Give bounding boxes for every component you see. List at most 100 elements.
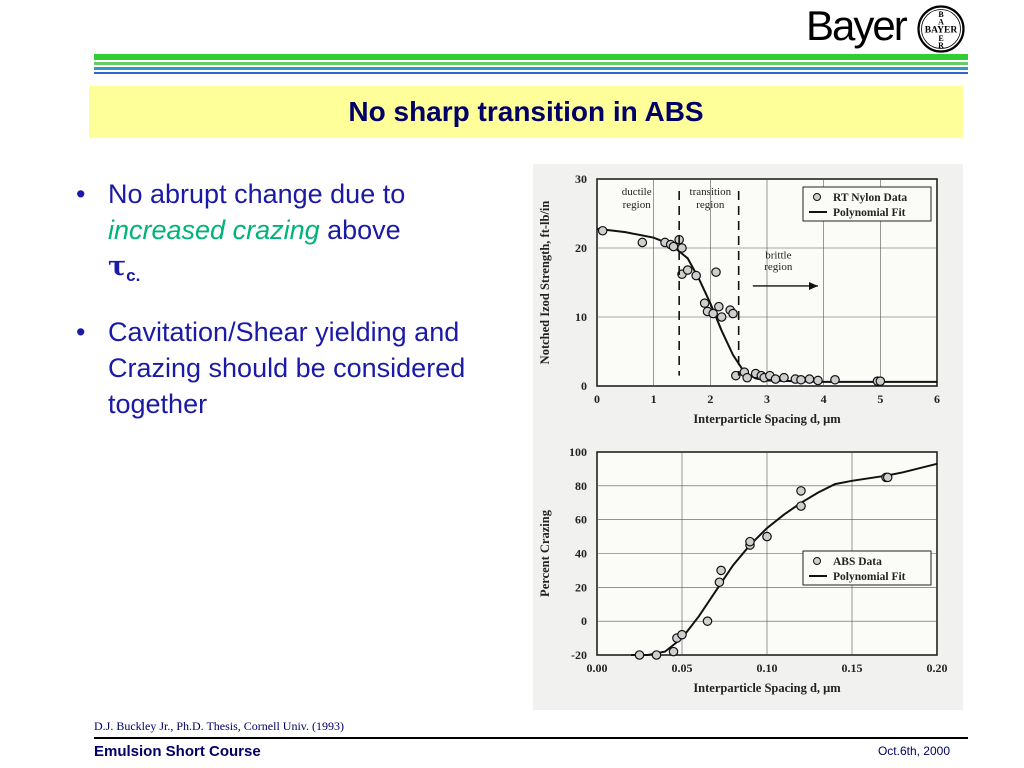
data-point bbox=[691, 270, 701, 281]
svg-text:BAYER: BAYER bbox=[925, 26, 958, 36]
data-point bbox=[597, 225, 608, 236]
legend-marker bbox=[813, 193, 821, 201]
x-axis-label: Interparticle Spacing d, μm bbox=[693, 681, 841, 695]
data-point bbox=[882, 472, 893, 483]
y-tick-label: -20 bbox=[571, 648, 587, 662]
data-point bbox=[830, 374, 840, 385]
bullet-2-text: Cavitation/Shear yielding and Crazing sh… bbox=[108, 317, 466, 419]
legend-entry: RT Nylon Data bbox=[833, 192, 907, 204]
data-point bbox=[677, 629, 687, 640]
annotation-brittle: region bbox=[764, 261, 793, 273]
bayer-logo-wordmark: Bayer bbox=[806, 2, 908, 49]
annotation-transition: region bbox=[696, 199, 725, 211]
data-point bbox=[770, 374, 781, 384]
data-point bbox=[804, 374, 815, 384]
x-tick-label: 6 bbox=[934, 392, 940, 406]
data-point bbox=[682, 265, 693, 275]
bullet-1-end: . bbox=[135, 266, 141, 285]
data-point bbox=[716, 565, 726, 576]
annotation-brittle: brittle bbox=[765, 249, 791, 261]
y-axis-label: Notched Izod Strength, ft-lb/in bbox=[538, 201, 552, 365]
annotation-ductile: ductile bbox=[622, 186, 652, 198]
bayer-cross-logo: BAYER B A E R bbox=[917, 5, 965, 53]
bullet-1-text-pre: No abrupt change due to bbox=[108, 179, 406, 209]
x-tick-label: 5 bbox=[877, 392, 883, 406]
legend-entry: Polynomial Fit bbox=[833, 207, 906, 219]
slide-title-box: No sharp transition in ABS bbox=[89, 86, 963, 138]
citation: D.J. Buckley Jr., Ph.D. Thesis, Cornell … bbox=[94, 719, 344, 733]
bullet-list: • No abrupt change due to increased craz… bbox=[76, 176, 506, 442]
legend-box bbox=[802, 186, 932, 222]
brittle-arrow-head bbox=[809, 281, 818, 290]
y-tick-label: 30 bbox=[575, 172, 587, 186]
svg-text:E: E bbox=[938, 34, 943, 43]
footer-date: Oct.6th, 2000 bbox=[877, 744, 950, 758]
chart-2: 0.00 0.05 0.10 0.15 0.20 -20 0 20 40 60 80 100 Inter… bbox=[538, 445, 948, 695]
x-tick-label: 4 bbox=[821, 392, 827, 406]
data-point bbox=[634, 650, 645, 660]
x-tick-label: 2 bbox=[707, 392, 713, 406]
data-point bbox=[742, 372, 752, 383]
x-tick-label: 0.20 bbox=[927, 661, 948, 675]
legend-marker bbox=[813, 557, 821, 565]
footer-divider bbox=[94, 737, 968, 739]
data-point bbox=[708, 308, 718, 319]
y-axis-label: Percent Crazing bbox=[538, 509, 552, 597]
annotation-transition: transition bbox=[690, 186, 732, 198]
x-tick-label: 0.10 bbox=[757, 661, 778, 675]
y-tick-label: 0 bbox=[581, 379, 587, 393]
x-tick-label: 0.15 bbox=[842, 661, 863, 675]
data-point bbox=[668, 646, 679, 657]
x-axis-label: Interparticle Spacing d, μm bbox=[693, 412, 841, 426]
data-point bbox=[637, 237, 648, 248]
x-tick-label: 0.00 bbox=[587, 661, 608, 675]
data-point bbox=[702, 616, 713, 626]
footer-course-title: Emulsion Short Course bbox=[94, 743, 261, 760]
svg-text:R: R bbox=[938, 41, 944, 50]
data-point bbox=[796, 501, 806, 511]
chart-1: 0 1 2 3 4 5 6 0 10 20 30 Interparticle Spacing d, μ… bbox=[538, 172, 940, 426]
data-point bbox=[875, 376, 886, 386]
annotation-ductile: region bbox=[623, 199, 652, 211]
data-point bbox=[677, 243, 687, 253]
data-point bbox=[668, 241, 679, 252]
data-point bbox=[699, 298, 710, 308]
y-tick-label: 20 bbox=[575, 580, 587, 594]
y-tick-label: 80 bbox=[575, 479, 587, 493]
header-stripes bbox=[94, 54, 968, 74]
y-tick-label: 0 bbox=[581, 614, 587, 628]
bullet-item-2: • Cavitation/Shear yielding and Crazing … bbox=[76, 314, 506, 422]
data-point bbox=[728, 308, 738, 319]
legend-box bbox=[802, 550, 932, 586]
data-point bbox=[745, 536, 755, 547]
y-tick-label: 100 bbox=[569, 445, 587, 459]
y-tick-label: 60 bbox=[575, 513, 587, 527]
bullet-item-1: • No abrupt change due to increased craz… bbox=[76, 176, 506, 294]
data-point bbox=[796, 374, 806, 385]
x-tick-label: 0 bbox=[594, 392, 600, 406]
bullet-1-emphasis: increased crazing bbox=[108, 215, 320, 245]
tau-subscript: c bbox=[126, 266, 136, 285]
svg-text:A: A bbox=[938, 18, 944, 27]
y-tick-label: 40 bbox=[575, 547, 587, 561]
figure-panel: 0 1 2 3 4 5 6 0 10 20 30 Interparticle Spacing d, μ… bbox=[533, 164, 963, 710]
y-tick-label: 10 bbox=[575, 310, 587, 324]
bullet-1-text-post: above bbox=[319, 215, 401, 245]
data-point bbox=[651, 650, 662, 660]
x-tick-label: 3 bbox=[764, 392, 770, 406]
svg-text:B: B bbox=[938, 10, 944, 19]
legend-entry: ABS Data bbox=[833, 556, 882, 568]
data-point bbox=[714, 577, 725, 588]
data-point bbox=[796, 486, 806, 496]
tau-symbol: τ bbox=[108, 251, 127, 282]
data-point bbox=[711, 267, 721, 277]
data-point bbox=[779, 372, 789, 383]
legend-entry: Polynomial Fit bbox=[833, 571, 906, 583]
data-point bbox=[716, 312, 727, 322]
x-tick-label: 1 bbox=[651, 392, 657, 406]
bullet-dot: • bbox=[76, 179, 86, 209]
y-tick-label: 20 bbox=[575, 241, 587, 255]
data-point bbox=[762, 531, 772, 542]
x-tick-label: 0.05 bbox=[672, 661, 693, 675]
